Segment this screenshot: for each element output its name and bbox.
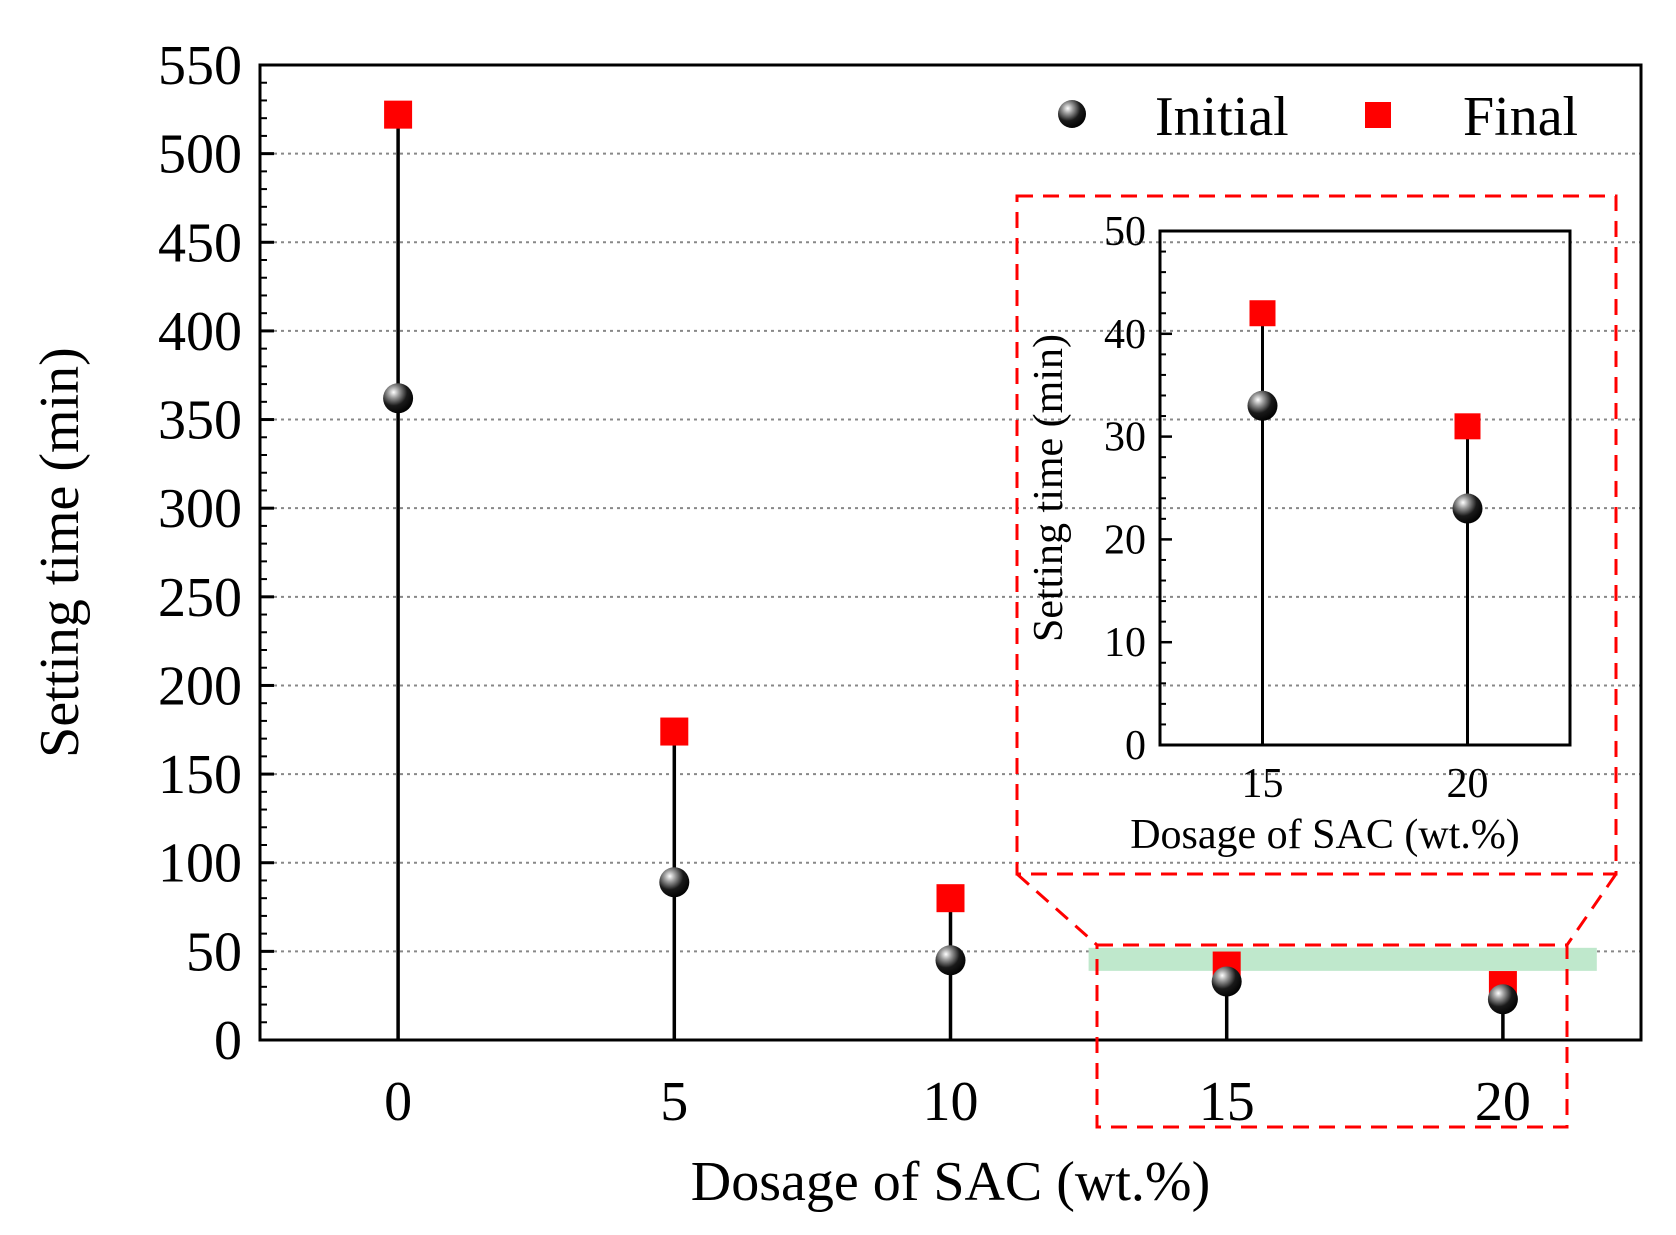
inset-y-tick-label: 50 — [1104, 209, 1146, 255]
inset-final-point — [1249, 300, 1276, 327]
inset-y-tick-label: 30 — [1104, 415, 1146, 461]
inset-initial-point — [1452, 493, 1483, 524]
callout-connector-left — [1016, 872, 1098, 947]
inset-y-tick-label: 40 — [1104, 312, 1146, 358]
legend: Initial Final — [1058, 86, 1578, 148]
inset-y-tick-label: 20 — [1104, 517, 1146, 563]
zoom-source-box — [1095, 943, 1569, 1129]
y-tick-label: 150 — [158, 744, 242, 806]
y-tick-label: 200 — [158, 655, 242, 717]
x-tick-label: 5 — [660, 1071, 688, 1133]
inset-y-tick-label: 0 — [1125, 723, 1146, 769]
main-plot-frame — [258, 63, 1643, 1042]
x-tick-label: 15 — [1199, 1071, 1255, 1133]
inset-y-tick-label: 10 — [1104, 620, 1146, 666]
x-tick-label: 10 — [923, 1071, 979, 1133]
initial-point — [659, 867, 690, 898]
inset-plot-frame — [1158, 229, 1572, 747]
zoom-highlight-band — [1088, 947, 1597, 971]
y-tick-label: 50 — [186, 921, 242, 983]
legend-final-label: Final — [1463, 86, 1578, 148]
y-tick-label: 550 — [158, 35, 242, 97]
callout-connector-right — [1565, 873, 1618, 946]
main-y-axis: 0 50 100 150 200 250 300 350 400 450 500 550 — [158, 35, 274, 1072]
y-tick-label: 350 — [158, 390, 242, 452]
y-tick-label: 450 — [158, 212, 242, 274]
main-data-marks — [383, 100, 1518, 1040]
main-x-axis-label: Dosage of SAC (wt.%) — [691, 1151, 1210, 1213]
initial-point — [383, 383, 414, 414]
initial-point — [935, 945, 966, 976]
y-tick-label: 250 — [158, 567, 242, 629]
final-point — [936, 884, 965, 913]
legend-final-marker — [1365, 102, 1391, 128]
inset-x-tick-label: 20 — [1447, 761, 1489, 807]
inset-final-point — [1454, 413, 1481, 440]
final-point — [384, 100, 413, 129]
inset-initial-point — [1247, 390, 1278, 421]
y-tick-label: 300 — [158, 478, 242, 540]
final-point — [660, 717, 689, 746]
initial-point — [1211, 966, 1242, 997]
y-tick-label: 100 — [158, 833, 242, 895]
legend-initial-label: Initial — [1155, 86, 1289, 148]
zoom-callout — [1015, 194, 1618, 1129]
x-tick-label: 0 — [384, 1071, 412, 1133]
main-y-axis-label: Setting time (min) — [29, 347, 91, 758]
y-tick-label: 400 — [158, 301, 242, 363]
inset-data-marks — [1247, 300, 1483, 745]
inset-y-axis-label: Setting time (min) — [1026, 334, 1072, 642]
x-tick-label: 20 — [1475, 1071, 1531, 1133]
initial-point — [1487, 984, 1518, 1015]
inset-frame-box — [1015, 194, 1618, 876]
y-tick-label: 500 — [158, 124, 242, 186]
legend-initial-marker — [1058, 100, 1086, 128]
inset-x-axis-label: Dosage of SAC (wt.%) — [1130, 812, 1520, 858]
inset-x-axis: 15 20 — [1242, 761, 1489, 807]
inset-y-axis: 0 10 20 30 40 50 — [1104, 209, 1172, 769]
main-x-axis: 0 5 10 15 20 — [384, 1071, 1531, 1133]
inset-x-tick-label: 15 — [1242, 761, 1284, 807]
y-tick-label: 0 — [214, 1010, 242, 1072]
